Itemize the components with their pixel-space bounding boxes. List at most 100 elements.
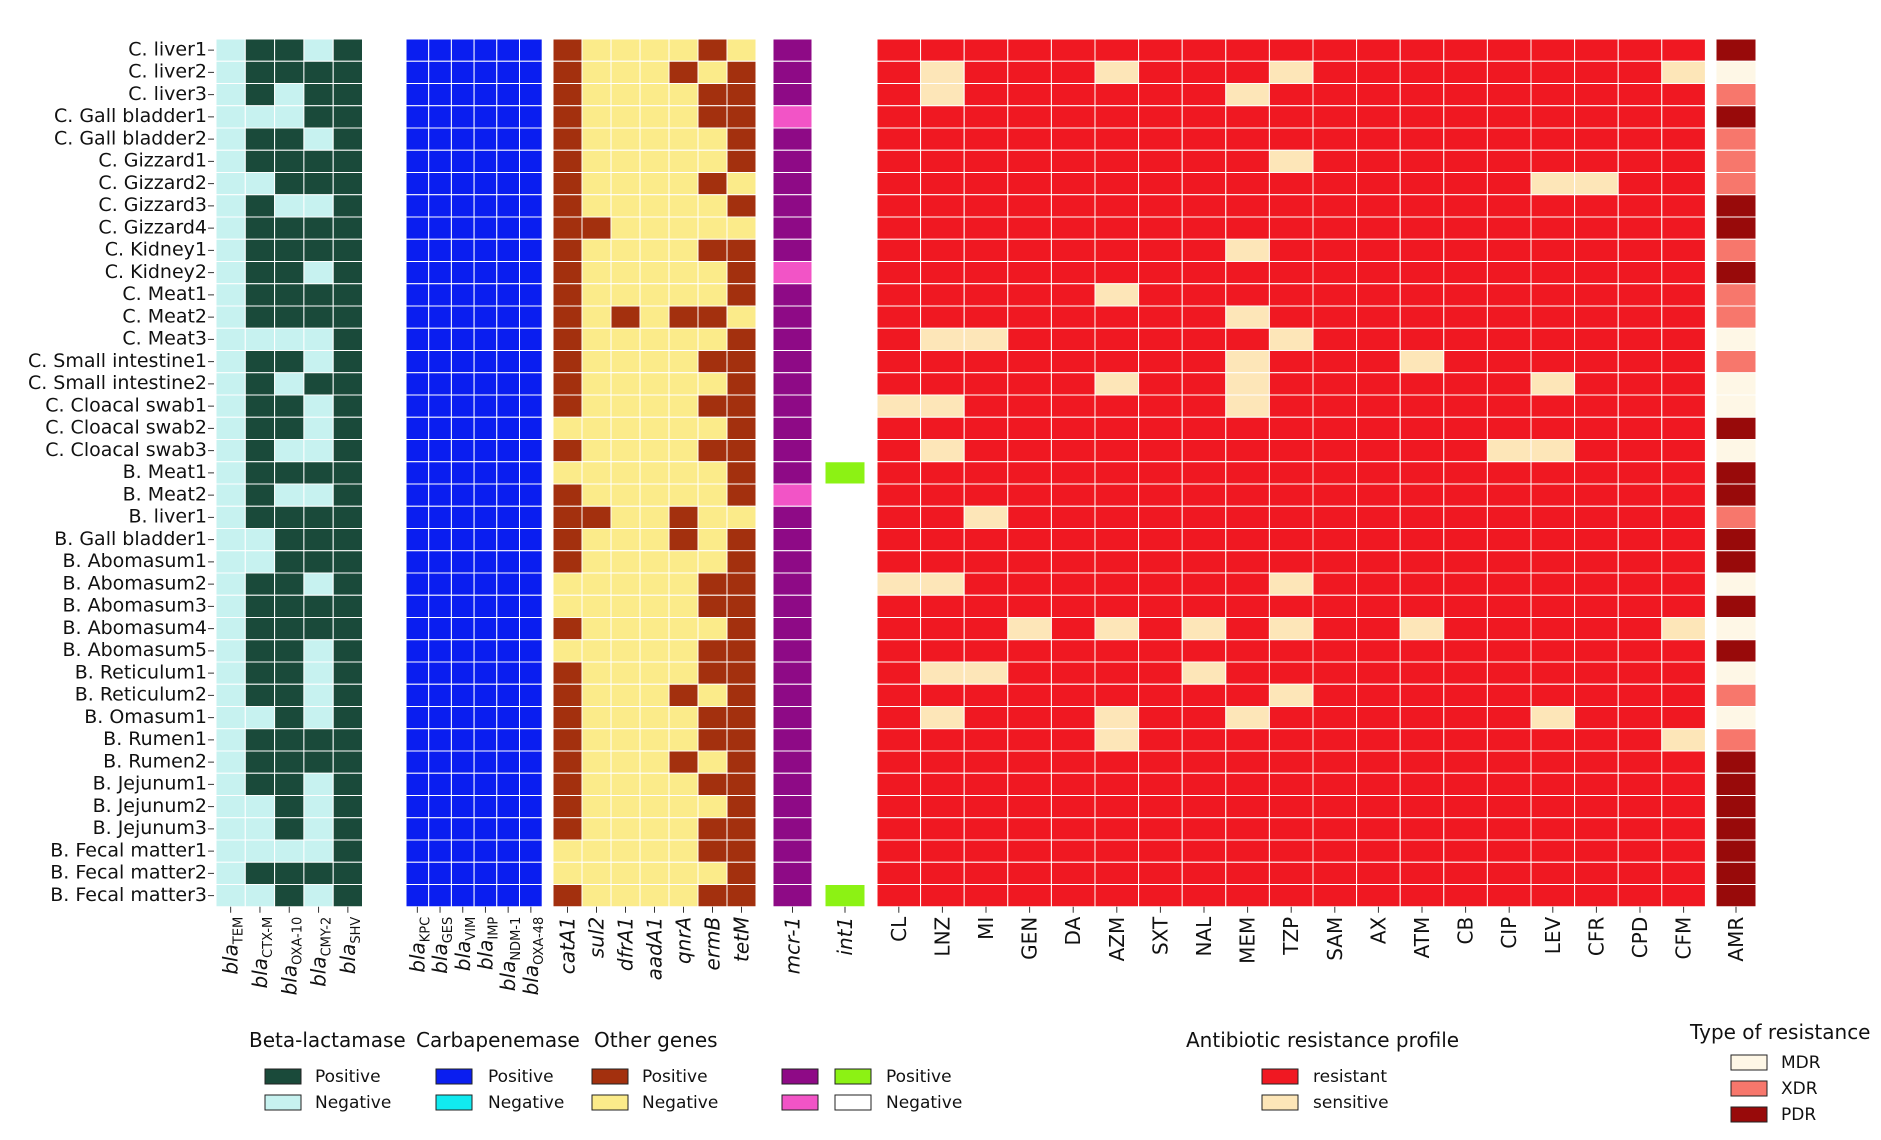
legend-swatch-resistant bbox=[1261, 1068, 1299, 1085]
heatmap-cell bbox=[450, 216, 475, 240]
heatmap-cell bbox=[1530, 884, 1576, 908]
heatmap-cell bbox=[405, 127, 430, 151]
heatmap-cell bbox=[519, 839, 543, 863]
heatmap-cell bbox=[473, 817, 498, 841]
heatmap-cell bbox=[1443, 261, 1488, 285]
column-label-bla-kpc: blaKPC bbox=[405, 917, 433, 973]
heatmap-cell bbox=[1138, 327, 1183, 351]
heatmap-cell bbox=[876, 283, 922, 307]
heatmap-cell bbox=[1661, 795, 1706, 819]
heatmap-cell bbox=[697, 38, 728, 62]
heatmap-cell bbox=[1530, 305, 1576, 329]
heatmap-cell bbox=[1050, 394, 1096, 418]
heatmap-cell bbox=[1312, 105, 1358, 129]
heatmap-cell bbox=[1399, 617, 1445, 641]
heatmap-cell bbox=[405, 194, 430, 218]
heatmap-cell bbox=[303, 461, 334, 485]
heatmap-cell bbox=[496, 105, 520, 129]
heatmap-cell bbox=[1312, 817, 1358, 841]
row-label: C. Cloacal swab2 bbox=[45, 417, 207, 439]
heatmap-cell bbox=[1356, 83, 1401, 107]
heatmap-cell bbox=[1530, 639, 1576, 663]
heatmap-cell bbox=[428, 683, 452, 707]
heatmap-cell bbox=[610, 639, 641, 663]
row-label: B. Gall bladder1 bbox=[54, 528, 207, 550]
heatmap-cell bbox=[303, 706, 334, 730]
heatmap-cell bbox=[405, 884, 430, 908]
heatmap-cell bbox=[963, 305, 1009, 329]
heatmap-cell bbox=[473, 639, 498, 663]
column-label-bla-vim: blaVIM bbox=[451, 917, 479, 971]
heatmap-cell bbox=[668, 372, 699, 396]
heatmap-cell bbox=[610, 127, 641, 151]
heatmap-cell bbox=[1661, 127, 1706, 151]
heatmap-cell bbox=[1574, 60, 1619, 84]
heatmap-cell bbox=[1138, 439, 1183, 463]
heatmap-cell bbox=[1356, 416, 1401, 440]
heatmap-cell bbox=[405, 750, 430, 774]
heatmap-cell bbox=[772, 305, 813, 329]
heatmap-cell bbox=[876, 350, 922, 374]
heatmap-cell bbox=[215, 617, 246, 641]
heatmap-cell bbox=[1486, 572, 1532, 596]
heatmap-cell bbox=[876, 416, 922, 440]
heatmap-cell bbox=[1225, 394, 1270, 418]
heatmap-cell bbox=[496, 861, 520, 885]
heatmap-cell bbox=[610, 60, 641, 84]
heatmap-cell bbox=[1007, 60, 1052, 84]
heatmap-cell bbox=[473, 528, 498, 552]
heatmap-cell bbox=[1617, 350, 1663, 374]
heatmap-cell bbox=[772, 216, 813, 240]
heatmap-cell bbox=[1661, 105, 1706, 129]
heatmap-cell bbox=[473, 238, 498, 262]
heatmap-cell bbox=[772, 127, 813, 151]
heatmap-cell bbox=[668, 528, 699, 552]
heatmap-cell bbox=[1661, 683, 1706, 707]
heatmap-cell bbox=[1486, 439, 1532, 463]
heatmap-cell bbox=[1138, 105, 1183, 129]
heatmap-cell bbox=[303, 172, 334, 196]
heatmap-cell bbox=[519, 350, 543, 374]
heatmap-cell bbox=[1574, 483, 1619, 507]
heatmap-cell bbox=[1007, 750, 1052, 774]
heatmap-cell bbox=[1181, 461, 1227, 485]
heatmap-cell bbox=[1312, 483, 1358, 507]
heatmap-cell bbox=[1617, 439, 1663, 463]
heatmap-cell bbox=[726, 884, 757, 908]
heatmap-cell bbox=[1268, 149, 1314, 173]
heatmap-cell bbox=[726, 483, 757, 507]
heatmap-cell bbox=[1530, 394, 1576, 418]
heatmap-cell bbox=[726, 750, 757, 774]
heatmap-cell bbox=[697, 728, 728, 752]
heatmap-cell bbox=[274, 394, 305, 418]
heatmap-cell bbox=[274, 439, 305, 463]
column-label-ax: AX bbox=[1366, 916, 1390, 944]
heatmap-cell bbox=[876, 817, 922, 841]
heatmap-cell bbox=[726, 528, 757, 552]
heatmap-cell bbox=[824, 594, 866, 618]
heatmap-cell bbox=[920, 416, 965, 440]
heatmap-cell bbox=[244, 238, 276, 262]
heatmap-cell bbox=[405, 416, 430, 440]
heatmap-cell bbox=[581, 661, 612, 685]
heatmap-cell bbox=[1181, 728, 1227, 752]
legend-label-xdr: XDR bbox=[1781, 1079, 1818, 1099]
heatmap-cell bbox=[1268, 617, 1314, 641]
heatmap-cell bbox=[1530, 572, 1576, 596]
row-label: B. Reticulum1 bbox=[75, 661, 207, 683]
heatmap-cell bbox=[215, 216, 246, 240]
heatmap-cell bbox=[1530, 594, 1576, 618]
heatmap-cell bbox=[1312, 550, 1358, 574]
heatmap-cell bbox=[1574, 706, 1619, 730]
heatmap-cell bbox=[303, 817, 334, 841]
heatmap-cell bbox=[1050, 372, 1096, 396]
heatmap-cell bbox=[697, 594, 728, 618]
heatmap-cell bbox=[274, 83, 305, 107]
heatmap-cell bbox=[1486, 884, 1532, 908]
heatmap-cell bbox=[668, 683, 699, 707]
heatmap-cell bbox=[1225, 238, 1270, 262]
heatmap-cell bbox=[244, 38, 276, 62]
heatmap-cell bbox=[726, 817, 757, 841]
heatmap-cell bbox=[215, 305, 246, 329]
heatmap-cell bbox=[244, 639, 276, 663]
